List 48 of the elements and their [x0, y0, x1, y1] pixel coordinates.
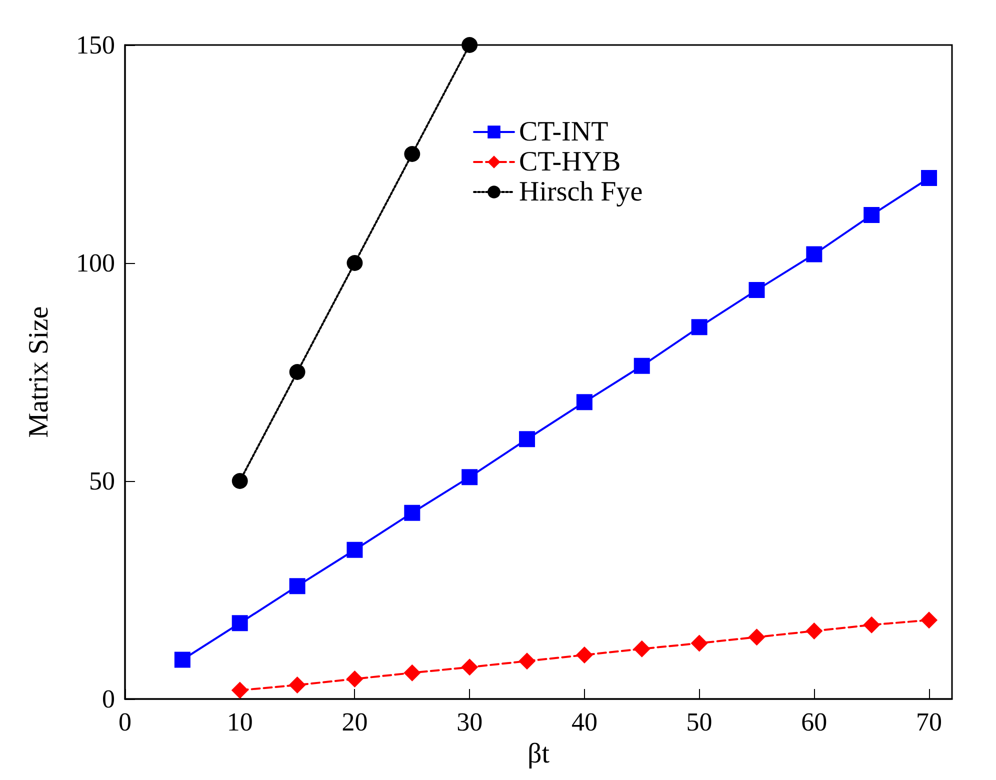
point — [346, 542, 363, 558]
point — [518, 652, 536, 670]
y-tick-label: 0 — [102, 684, 115, 714]
legend-label: Hirsch Fye — [519, 176, 643, 208]
point — [288, 676, 306, 694]
point — [346, 670, 364, 688]
x-tick-label: 10 — [226, 708, 253, 736]
point — [404, 146, 420, 162]
point — [863, 616, 880, 634]
point — [690, 634, 708, 652]
point — [864, 207, 880, 224]
x-tick-label: 70 — [916, 708, 942, 736]
y-tick-label: 150 — [76, 30, 115, 60]
y-tick-label: 100 — [76, 248, 115, 278]
x-tick-label: 60 — [801, 708, 828, 736]
y-tick-label: 50 — [89, 466, 115, 496]
point — [748, 282, 765, 298]
point — [289, 578, 306, 594]
point — [232, 473, 248, 489]
point — [806, 246, 822, 262]
point — [231, 682, 248, 699]
point — [634, 358, 650, 374]
point — [691, 319, 708, 336]
point — [633, 640, 650, 658]
x-axis-title: βt — [527, 738, 550, 770]
legend-label: CT-HYB — [519, 146, 621, 178]
point — [920, 612, 938, 629]
point — [806, 622, 823, 640]
x-tick-label: 50 — [686, 708, 712, 736]
point — [461, 658, 478, 676]
y-axis-title: Matrix Size — [24, 306, 54, 438]
point — [921, 170, 938, 186]
point — [232, 615, 248, 632]
x-tick-label: 40 — [571, 708, 598, 736]
point — [576, 394, 592, 410]
point — [576, 646, 593, 664]
x-tick-label: 20 — [342, 708, 368, 736]
point — [346, 255, 363, 271]
x-tick-label: 30 — [456, 708, 483, 736]
point — [462, 469, 478, 486]
point — [519, 431, 536, 448]
point — [404, 504, 420, 521]
legend-label: CT-INT — [519, 116, 608, 148]
point — [174, 652, 190, 668]
point — [289, 364, 306, 380]
point — [404, 664, 421, 682]
point — [748, 628, 766, 646]
point — [462, 37, 478, 53]
